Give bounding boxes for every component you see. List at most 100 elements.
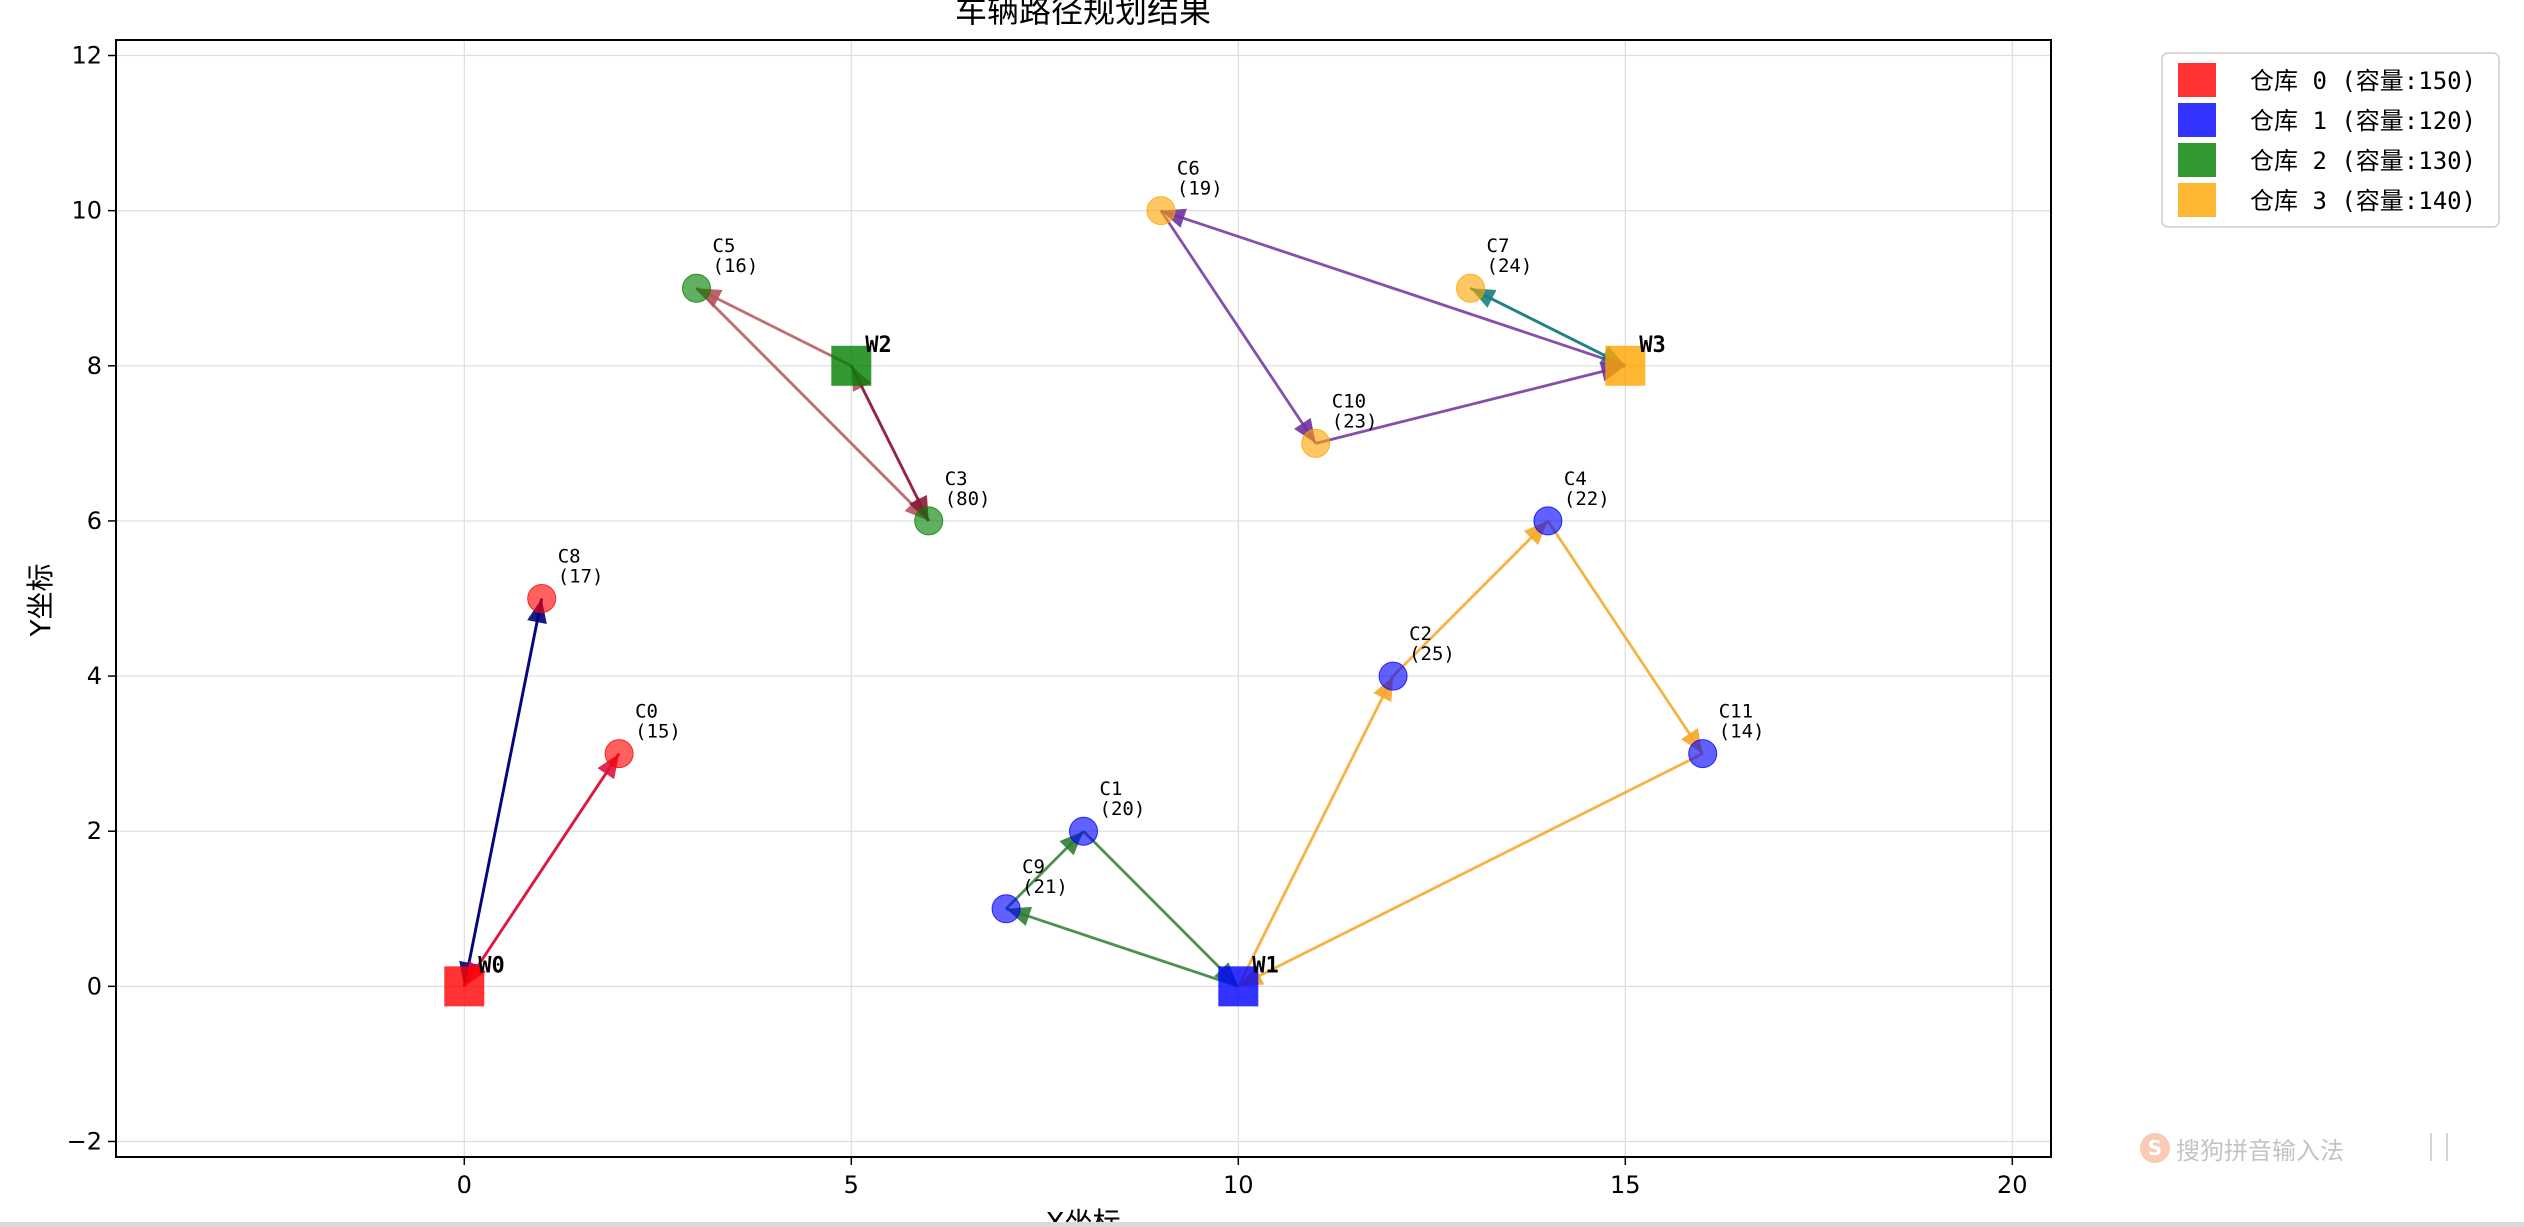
route-segment [1237, 675, 1395, 987]
route-segment [1469, 286, 1626, 368]
y-tick-label: 8 [87, 352, 102, 380]
legend-entry-w3: 仓库 3 (容量:140) [2250, 187, 2476, 215]
customer-demand-c3: (80) [945, 488, 991, 510]
customer-demand-c6: (19) [1177, 178, 1223, 200]
customer-label-c11: C11 [1719, 701, 1753, 723]
warehouse-marker-w1 [1218, 966, 1259, 1007]
customer-label-c9: C9 [1022, 856, 1045, 878]
y-tick-label: 12 [71, 42, 102, 70]
customer-demand-c4: (22) [1564, 488, 1610, 510]
customer-point-c9 [991, 894, 1021, 924]
point-labels: C0(15)C1(20)C2(25)C3(80)C4(22)C5(16)C6(1… [478, 158, 1764, 979]
x-tick-label: 15 [1610, 1171, 1641, 1199]
ime-toolbar-label: 搜狗拼音输入法 [2176, 1136, 2344, 1165]
customer-demand-c9: (21) [1022, 876, 1068, 898]
customer-point-c8 [527, 584, 557, 613]
customer-demand-c0: (15) [635, 721, 681, 743]
customer-demand-c11: (14) [1719, 721, 1765, 743]
y-tick-label: 10 [71, 197, 102, 225]
warehouse-label-w1: W1 [1252, 953, 1279, 978]
customer-demand-c1: (20) [1100, 798, 1146, 820]
x-tick-label: 5 [844, 1171, 859, 1199]
legend: 仓库 0 (容量:150) 仓库 1 (容量:120) 仓库 2 (容量:130) 仓… [2161, 52, 2500, 228]
route-segment [1005, 907, 1239, 988]
customer-point-c1 [1069, 816, 1098, 846]
route-segment [850, 365, 930, 522]
plot-frame [115, 39, 2052, 1158]
legend-box [2161, 52, 2500, 228]
route-segment [1315, 364, 1626, 445]
chart-title: 车辆路径规划结果 [955, 0, 1211, 30]
customer-point-c6 [1146, 196, 1176, 226]
route-segment [1082, 830, 1240, 988]
legend-swatch-w3 [2178, 183, 2216, 217]
customer-label-c5: C5 [713, 235, 736, 257]
customer-point-c5 [682, 273, 711, 303]
warehouses [444, 345, 1646, 1007]
sogou-logo-icon: S [2140, 1133, 2170, 1163]
legend-swatch-w0 [2178, 63, 2216, 97]
customer-point-c7 [1456, 273, 1485, 303]
customer-label-c4: C4 [1564, 468, 1587, 490]
customer-demand-c2: (25) [1409, 643, 1455, 665]
axis-ticks: 0 5 10 15 20 −2 0 2 4 6 8 10 12 [67, 42, 2028, 1199]
customer-label-c6: C6 [1177, 158, 1200, 180]
y-tick-label: −2 [67, 1127, 102, 1155]
customer-point-c11 [1688, 739, 1718, 769]
ime-toolbar[interactable]: S 搜狗拼音输入法 [2140, 1127, 2460, 1169]
grid [116, 40, 2051, 1157]
legend-entry-w0: 仓库 0 (容量:150) [2250, 67, 2476, 95]
warehouse-label-w3: W3 [1639, 333, 1666, 358]
customer-label-c0: C0 [635, 701, 658, 723]
x-axis-label: X坐标 [1045, 1206, 1120, 1227]
route-segment [695, 287, 930, 522]
warehouse-label-w0: W0 [478, 953, 505, 978]
customer-demand-c7: (24) [1487, 255, 1533, 277]
customer-point-c4 [1533, 506, 1563, 536]
warehouse-marker-w2 [831, 345, 872, 386]
customer-point-c3 [914, 506, 944, 536]
y-tick-label: 0 [87, 972, 102, 1000]
route-segment [1237, 752, 1704, 988]
x-tick-label: 10 [1223, 1171, 1254, 1199]
legend-entry-w1: 仓库 1 (容量:120) [2250, 107, 2476, 135]
route-segment [1546, 520, 1704, 755]
y-axis-label: Y坐标 [24, 563, 57, 637]
customer-label-c3: C3 [945, 468, 968, 490]
route-w1-c9-c1 [1005, 830, 1240, 988]
warehouse-label-w2: W2 [865, 333, 892, 358]
warehouse-marker-w0 [444, 966, 485, 1007]
customer-demand-c5: (16) [713, 255, 759, 277]
customer-demand-c8: (17) [558, 566, 604, 588]
customer-demand-c10: (23) [1332, 410, 1378, 432]
route-w1-c2-c4-c11 [1237, 519, 1704, 988]
route-segment [1392, 519, 1549, 678]
y-tick-label: 4 [87, 662, 102, 690]
window-bottom-edge [0, 1222, 2524, 1227]
legend-entry-w2: 仓库 2 (容量:130) [2250, 147, 2476, 175]
customer-label-c1: C1 [1100, 778, 1123, 800]
x-tick-label: 20 [1997, 1171, 2028, 1199]
customer-label-c8: C8 [558, 546, 581, 568]
customer-label-c10: C10 [1332, 390, 1366, 412]
route-segment [463, 752, 621, 988]
routes [459, 208, 1704, 988]
legend-swatch-w2 [2178, 143, 2216, 177]
x-tick-label: 0 [457, 1171, 472, 1199]
route-segment [695, 286, 852, 368]
customers [527, 196, 1718, 924]
route-segment [462, 598, 544, 987]
customer-point-c10 [1301, 428, 1331, 458]
legend-swatch-w1 [2178, 103, 2216, 137]
route-segment [1159, 209, 1317, 445]
customer-label-c2: C2 [1409, 623, 1432, 645]
y-tick-label: 2 [87, 817, 102, 845]
customer-point-c2 [1378, 661, 1408, 691]
plot-area [116, 40, 2051, 1157]
y-tick-label: 6 [87, 507, 102, 535]
warehouse-marker-w3 [1605, 345, 1646, 386]
route-segment [1160, 209, 1626, 368]
expand-icon[interactable] [2430, 1133, 2448, 1161]
